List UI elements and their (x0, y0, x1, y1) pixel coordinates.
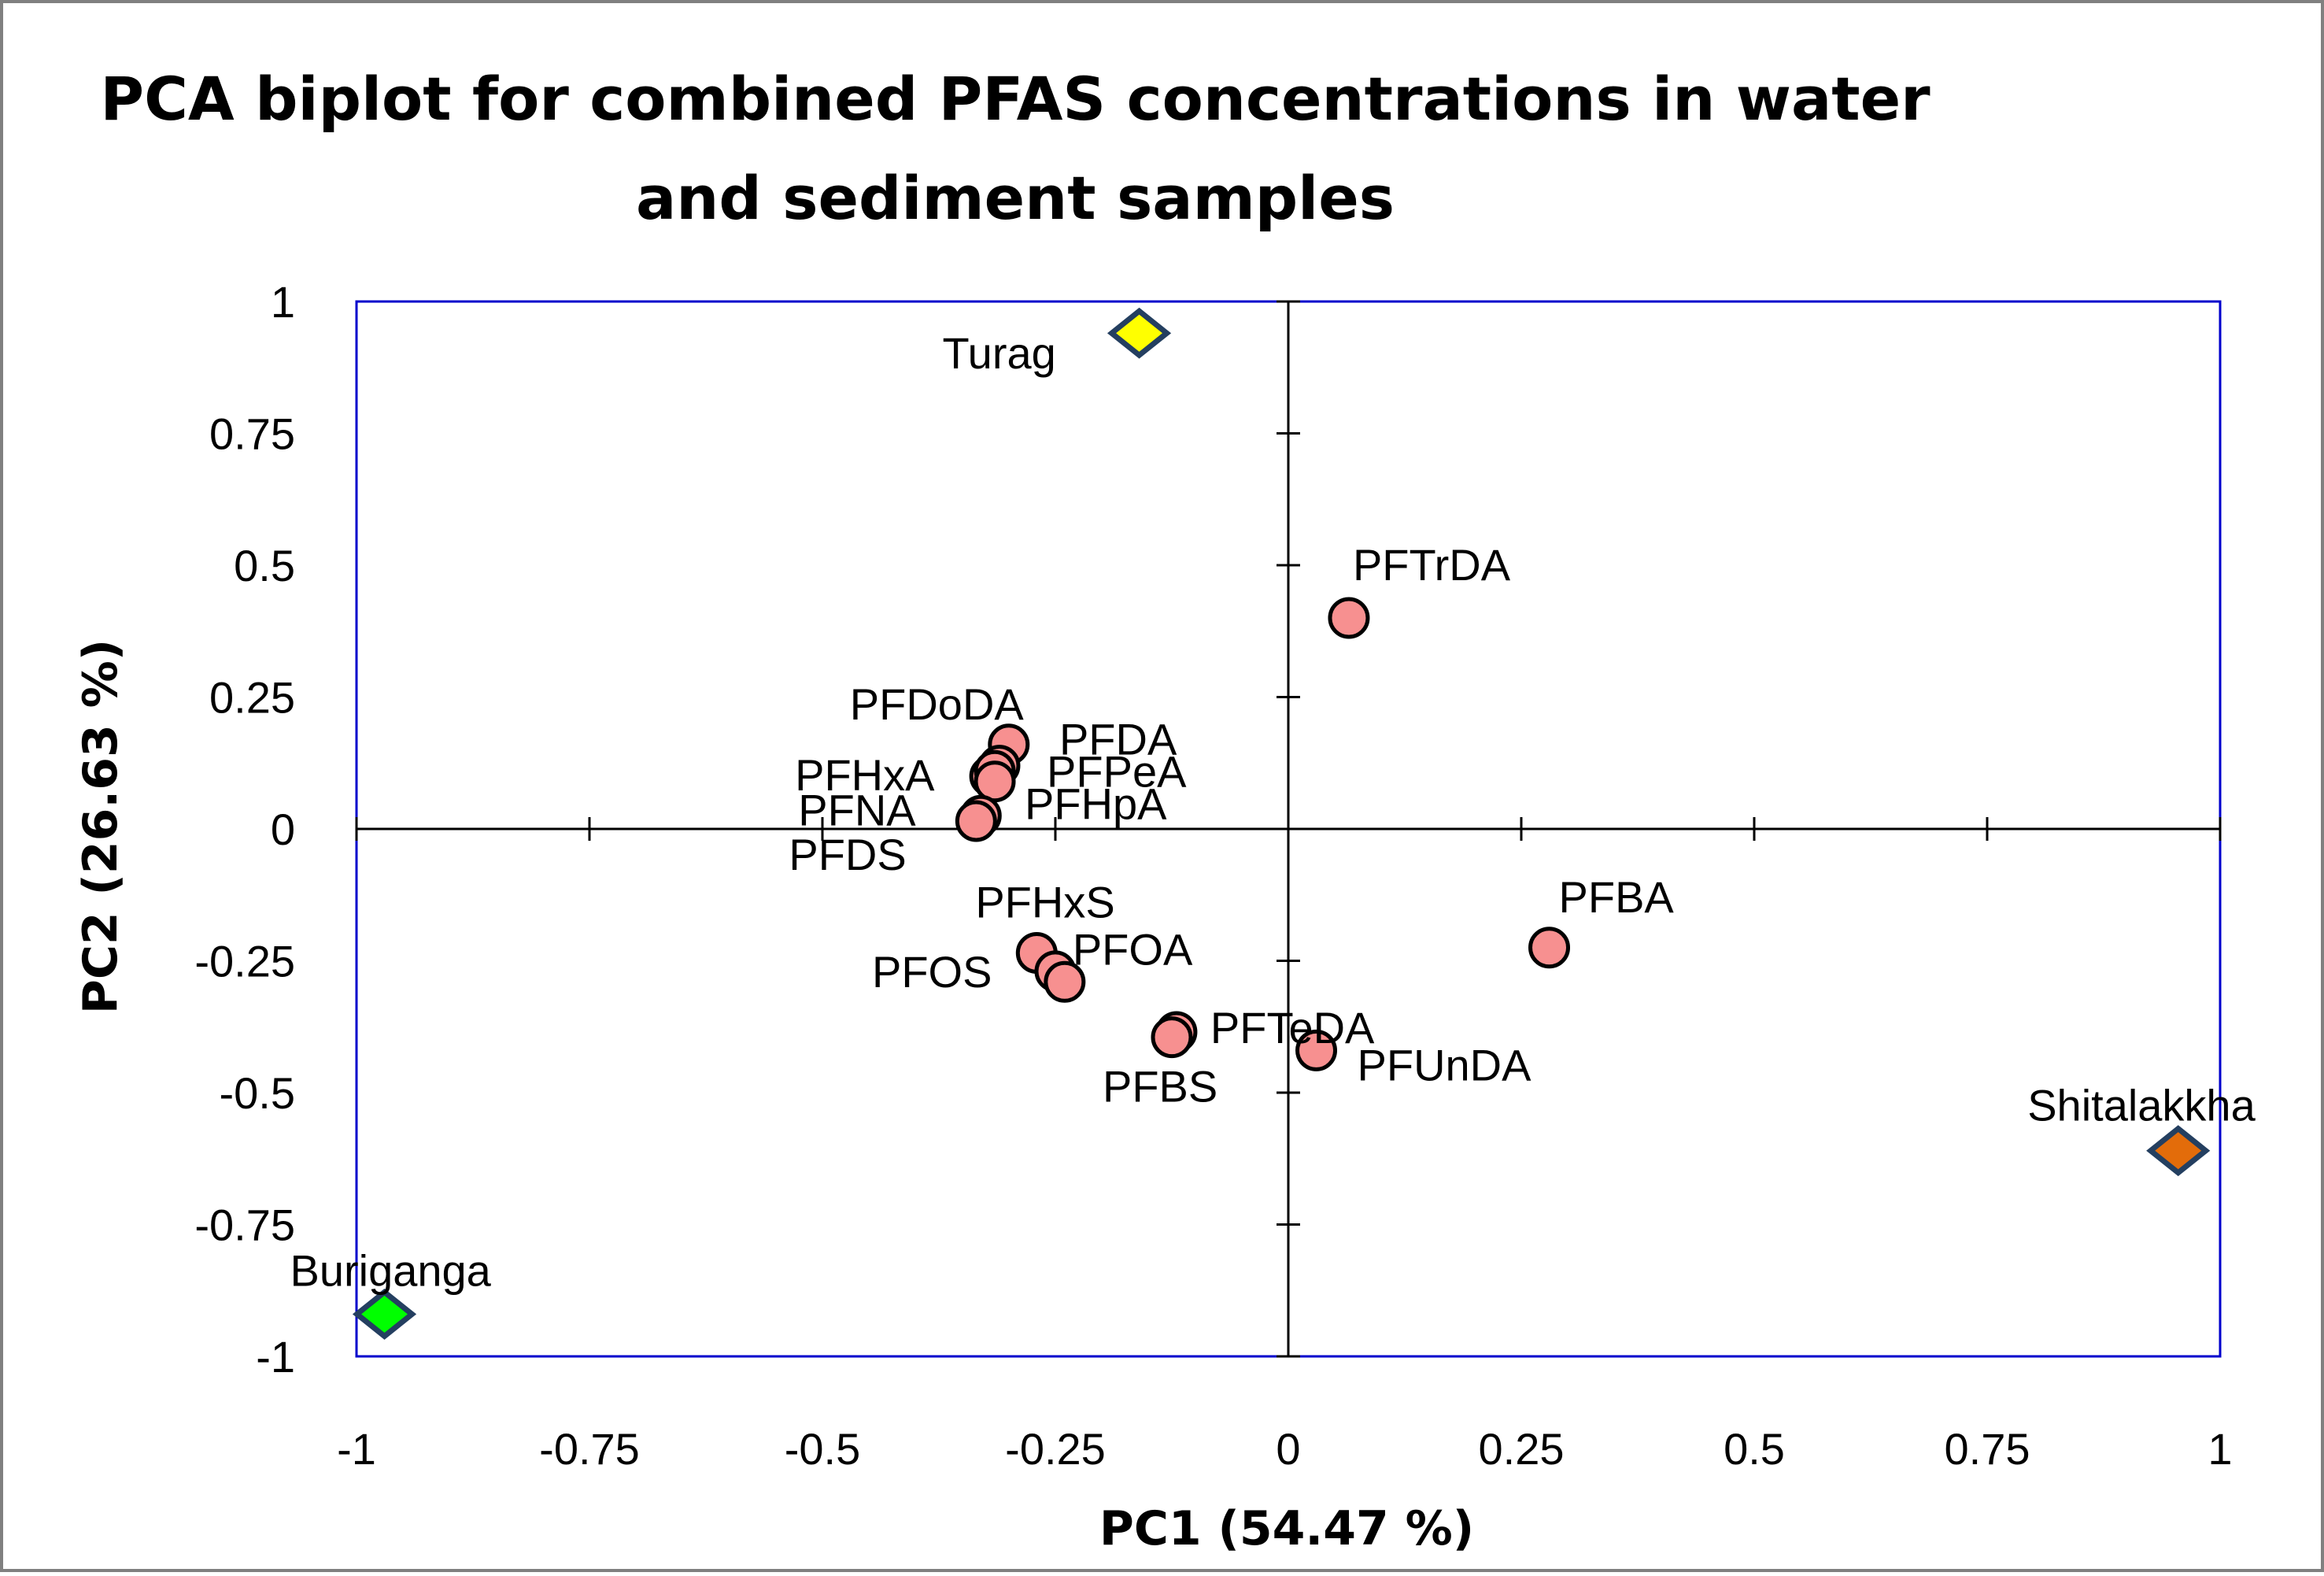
x-tick-label: 0 (1276, 1424, 1300, 1474)
variable-point-pfhpa (974, 760, 1016, 803)
variable-label-pfdoda: PFDoDA (850, 679, 1025, 729)
variable-label-pfteda: PFTeDA (1210, 1003, 1375, 1053)
variable-label-pfba: PFBA (1559, 872, 1675, 922)
x-axis-title: PC1 (54.47 %) (1099, 1501, 1474, 1556)
variable-label-pfhxa: PFHxA (795, 750, 935, 800)
observation-point-shitalakkha (2146, 1125, 2211, 1177)
y-tick-label: -0.25 (194, 937, 295, 986)
chart-title-line-2: and sediment samples (636, 163, 1395, 233)
y-tick-label: -0.5 (220, 1068, 296, 1118)
variable-point-pfds (955, 800, 997, 842)
y-axis-title: PC2 (26.63 %) (73, 639, 128, 1014)
variable-label-pfoa: PFOA (1073, 924, 1193, 974)
y-tick-label: -1 (256, 1332, 295, 1382)
x-tick-label: -1 (337, 1424, 376, 1474)
variable-label-pfhxs: PFHxS (975, 877, 1114, 927)
y-tick-label: -0.75 (194, 1200, 295, 1250)
variable-point-pfunda (1295, 1029, 1338, 1071)
variable-point-pfoa (1044, 960, 1086, 1003)
y-tick-label: 0.25 (209, 673, 295, 723)
variable-label-pfna: PFNA (798, 785, 916, 834)
y-tick-label: 0.5 (234, 541, 295, 590)
variable-label-pftrda: PFTrDA (1353, 540, 1511, 590)
variable-point-pftrda (1328, 597, 1370, 639)
variable-point-pfba (1528, 927, 1571, 969)
chart-title-line-1: PCA biplot for combined PFAS concentrati… (100, 64, 1931, 134)
axes-layer (355, 300, 2222, 1358)
points-layer (352, 307, 2211, 1340)
y-tick-label: 0.75 (209, 409, 295, 459)
y-tick-labels: 1 0.75 0.5 0.25 0 -0.25 -0.5 -0.75 -1 (194, 277, 295, 1382)
x-tick-label: 1 (2208, 1424, 2232, 1474)
observation-label-buriganga: Buriganga (290, 1245, 492, 1295)
observation-point-turag (1107, 307, 1172, 359)
observation-label-turag: Turag (943, 328, 1056, 378)
variable-label-pfunda: PFUnDA (1358, 1040, 1532, 1090)
y-tick-label: 0 (271, 805, 295, 854)
variable-label-pfhpa: PFHpA (1025, 779, 1167, 829)
variable-point-pfbs (1151, 1016, 1193, 1059)
observation-label-shitalakkha: Shitalakkha (2027, 1081, 2256, 1130)
observation-point-buriganga (352, 1288, 417, 1340)
x-tick-label: 0.5 (1724, 1424, 1785, 1474)
x-tick-label: 0.75 (1945, 1424, 2030, 1474)
x-tick-label: 0.25 (1479, 1424, 1565, 1474)
x-tick-labels: -1 -0.75 -0.5 -0.25 0 0.25 0.5 0.75 1 (337, 1424, 2232, 1474)
variable-label-pfpea: PFPeA (1047, 746, 1187, 796)
x-tick-label: -0.75 (539, 1424, 640, 1474)
x-tick-label: -0.25 (1005, 1424, 1106, 1474)
y-tick-label: 1 (271, 277, 295, 327)
variable-label-pfbs: PFBS (1103, 1062, 1217, 1112)
variable-label-pfda: PFDA (1059, 715, 1177, 764)
variable-label-pfds: PFDS (789, 830, 906, 879)
x-tick-label: -0.5 (785, 1424, 861, 1474)
variable-label-pfos: PFOS (872, 947, 992, 997)
